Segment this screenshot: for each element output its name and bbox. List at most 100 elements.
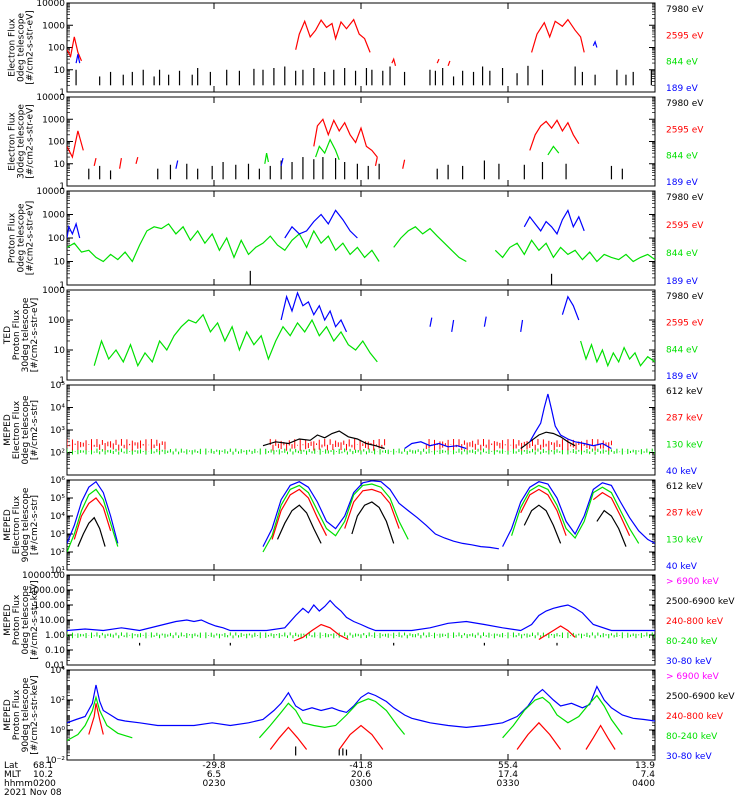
series-287-kev [271,488,328,540]
series-240-800-kev [88,703,104,735]
series-844-ev [494,239,655,263]
series-2595-ev [93,157,97,167]
y-tick-label: 10000 [36,93,65,103]
y-tick-label: 10000 [36,0,65,9]
legend-entry: 844 eV [666,249,699,259]
series-2595-ev [67,130,84,159]
x-tick-label-hhmm: 0200 [33,779,56,789]
y-tick-label: 10⁶ [50,476,65,486]
series-40-kev [67,480,119,544]
panel-4: 1 10 100 1000 TED Proton Flux 30deg telescope[… [3,286,704,386]
x-tick-label-lat: -29.8 [202,761,226,771]
series-80-240-kev [67,695,133,742]
y-axis-label: MEPED [3,699,13,731]
series-80-240-kev [258,698,406,739]
legend-entry: 30-80 keV [666,752,712,762]
series-844-ev [264,152,269,164]
panel-data [67,393,655,455]
panel-data [67,208,655,285]
y-axis-label: Electron Flux [12,495,22,554]
series-612-kev [276,504,322,544]
series-189-ev [520,319,524,332]
legend-entry: 7980 eV [666,5,704,15]
series-40-kev [404,441,467,450]
y-tick-label: 100 [48,138,65,148]
panel-data [67,118,623,180]
x-tick-label-hhmm: 0300 [350,779,373,789]
series-189-ev [284,209,358,239]
series-80-240-kev [502,694,623,739]
y-axis-label: [#/cm2-s-str-keV] [30,580,40,659]
series-30-80-kev [67,684,655,729]
y-axis-label: MEPED [3,414,13,446]
series-2595-ev [135,156,139,164]
series-240-800-kev [585,724,616,750]
y-tick-label: 10² [50,696,65,706]
y-axis-label: Proton Flux [8,212,18,263]
legend-entry: 30-80 keV [666,657,712,667]
panel-frame [66,96,656,187]
x-row-label: MLT [4,770,22,780]
legend-entry: 2595 eV [666,319,704,329]
y-tick-label: 10 [54,258,66,268]
panel-frame [66,384,656,476]
series-130-kev [67,488,119,553]
legend-entry: 40 keV [666,467,698,477]
series-287-kev [520,488,567,536]
legend-entry: 189 eV [666,372,699,382]
x-tick-label-lat: 68.1 [33,761,53,771]
y-tick-label: 10 [54,346,66,356]
y-axis-label: Electron Flux [8,112,18,171]
y-tick-label: 100 [48,44,65,54]
series-612-kev [523,504,562,544]
panel-1: 1 10 100 1000 10000 Electron Flux 0deg telesco… [8,0,705,98]
legend-entry: > 6900 keV [666,672,720,682]
series-189-ev [280,291,348,333]
y-tick-label: 10⁴ [50,666,65,676]
panel-6: 10¹ 10² 10³ 10⁴ 10⁵ 10⁶ MEPED Electron Flux 90de… [3,476,703,576]
legend-entry: 130 keV [666,535,703,545]
panel-data [67,684,655,756]
series-40-kev [529,393,612,450]
series-2595-ev [402,159,406,169]
x-tick-label-mlt: 10.2 [33,770,53,780]
y-axis-label: 0deg telescope [17,13,27,83]
y-tick-label: 10⁰ [50,726,65,736]
y-axis-label: MEPED [3,604,13,636]
y-tick-label: 10⁴ [50,512,65,522]
legend-entry: 612 keV [666,482,703,492]
series-2595-ev [295,18,371,53]
series-189-ev [67,221,81,239]
legend-entry: 844 eV [666,345,699,355]
legend-entry: 287 keV [666,509,703,519]
series-130-kev [511,484,640,544]
x-tick-label-mlt: 20.6 [351,770,371,780]
y-tick-label: 10000 [36,187,65,197]
y-axis-label: [#/cm2-s-str-eV] [26,201,36,276]
series-189-ev [592,40,598,48]
y-tick-label: 1 [59,182,65,192]
series-2595-ev [529,119,580,151]
series-844-ev [580,340,655,368]
y-axis-label: TED [3,326,13,345]
series-189-ev [523,208,585,236]
y-tick-label: 10³ [50,426,65,436]
legend-entry: 240-800 keV [666,712,724,722]
x-tick-label-hhmm: 0230 [203,779,226,789]
series-240-800-kev [538,625,576,641]
series-287-kev [344,488,400,529]
series-40-kev [502,481,655,547]
x-tick-label-mlt: 17.4 [498,770,518,780]
y-axis-label: 0deg telescope [21,395,31,465]
legend-entry: 189 eV [666,178,699,188]
y-tick-label: 1000 [42,286,65,296]
y-axis-label: 90deg telescope [21,677,31,752]
y-tick-label: 1000 [42,211,65,221]
panel-frame [66,190,656,286]
series-287-kev [592,491,631,536]
panel-frame [66,2,656,93]
y-tick-label: 10⁵ [50,494,65,504]
y-tick-label: 1000 [42,21,65,31]
legend-entry: 7980 eV [666,292,704,302]
